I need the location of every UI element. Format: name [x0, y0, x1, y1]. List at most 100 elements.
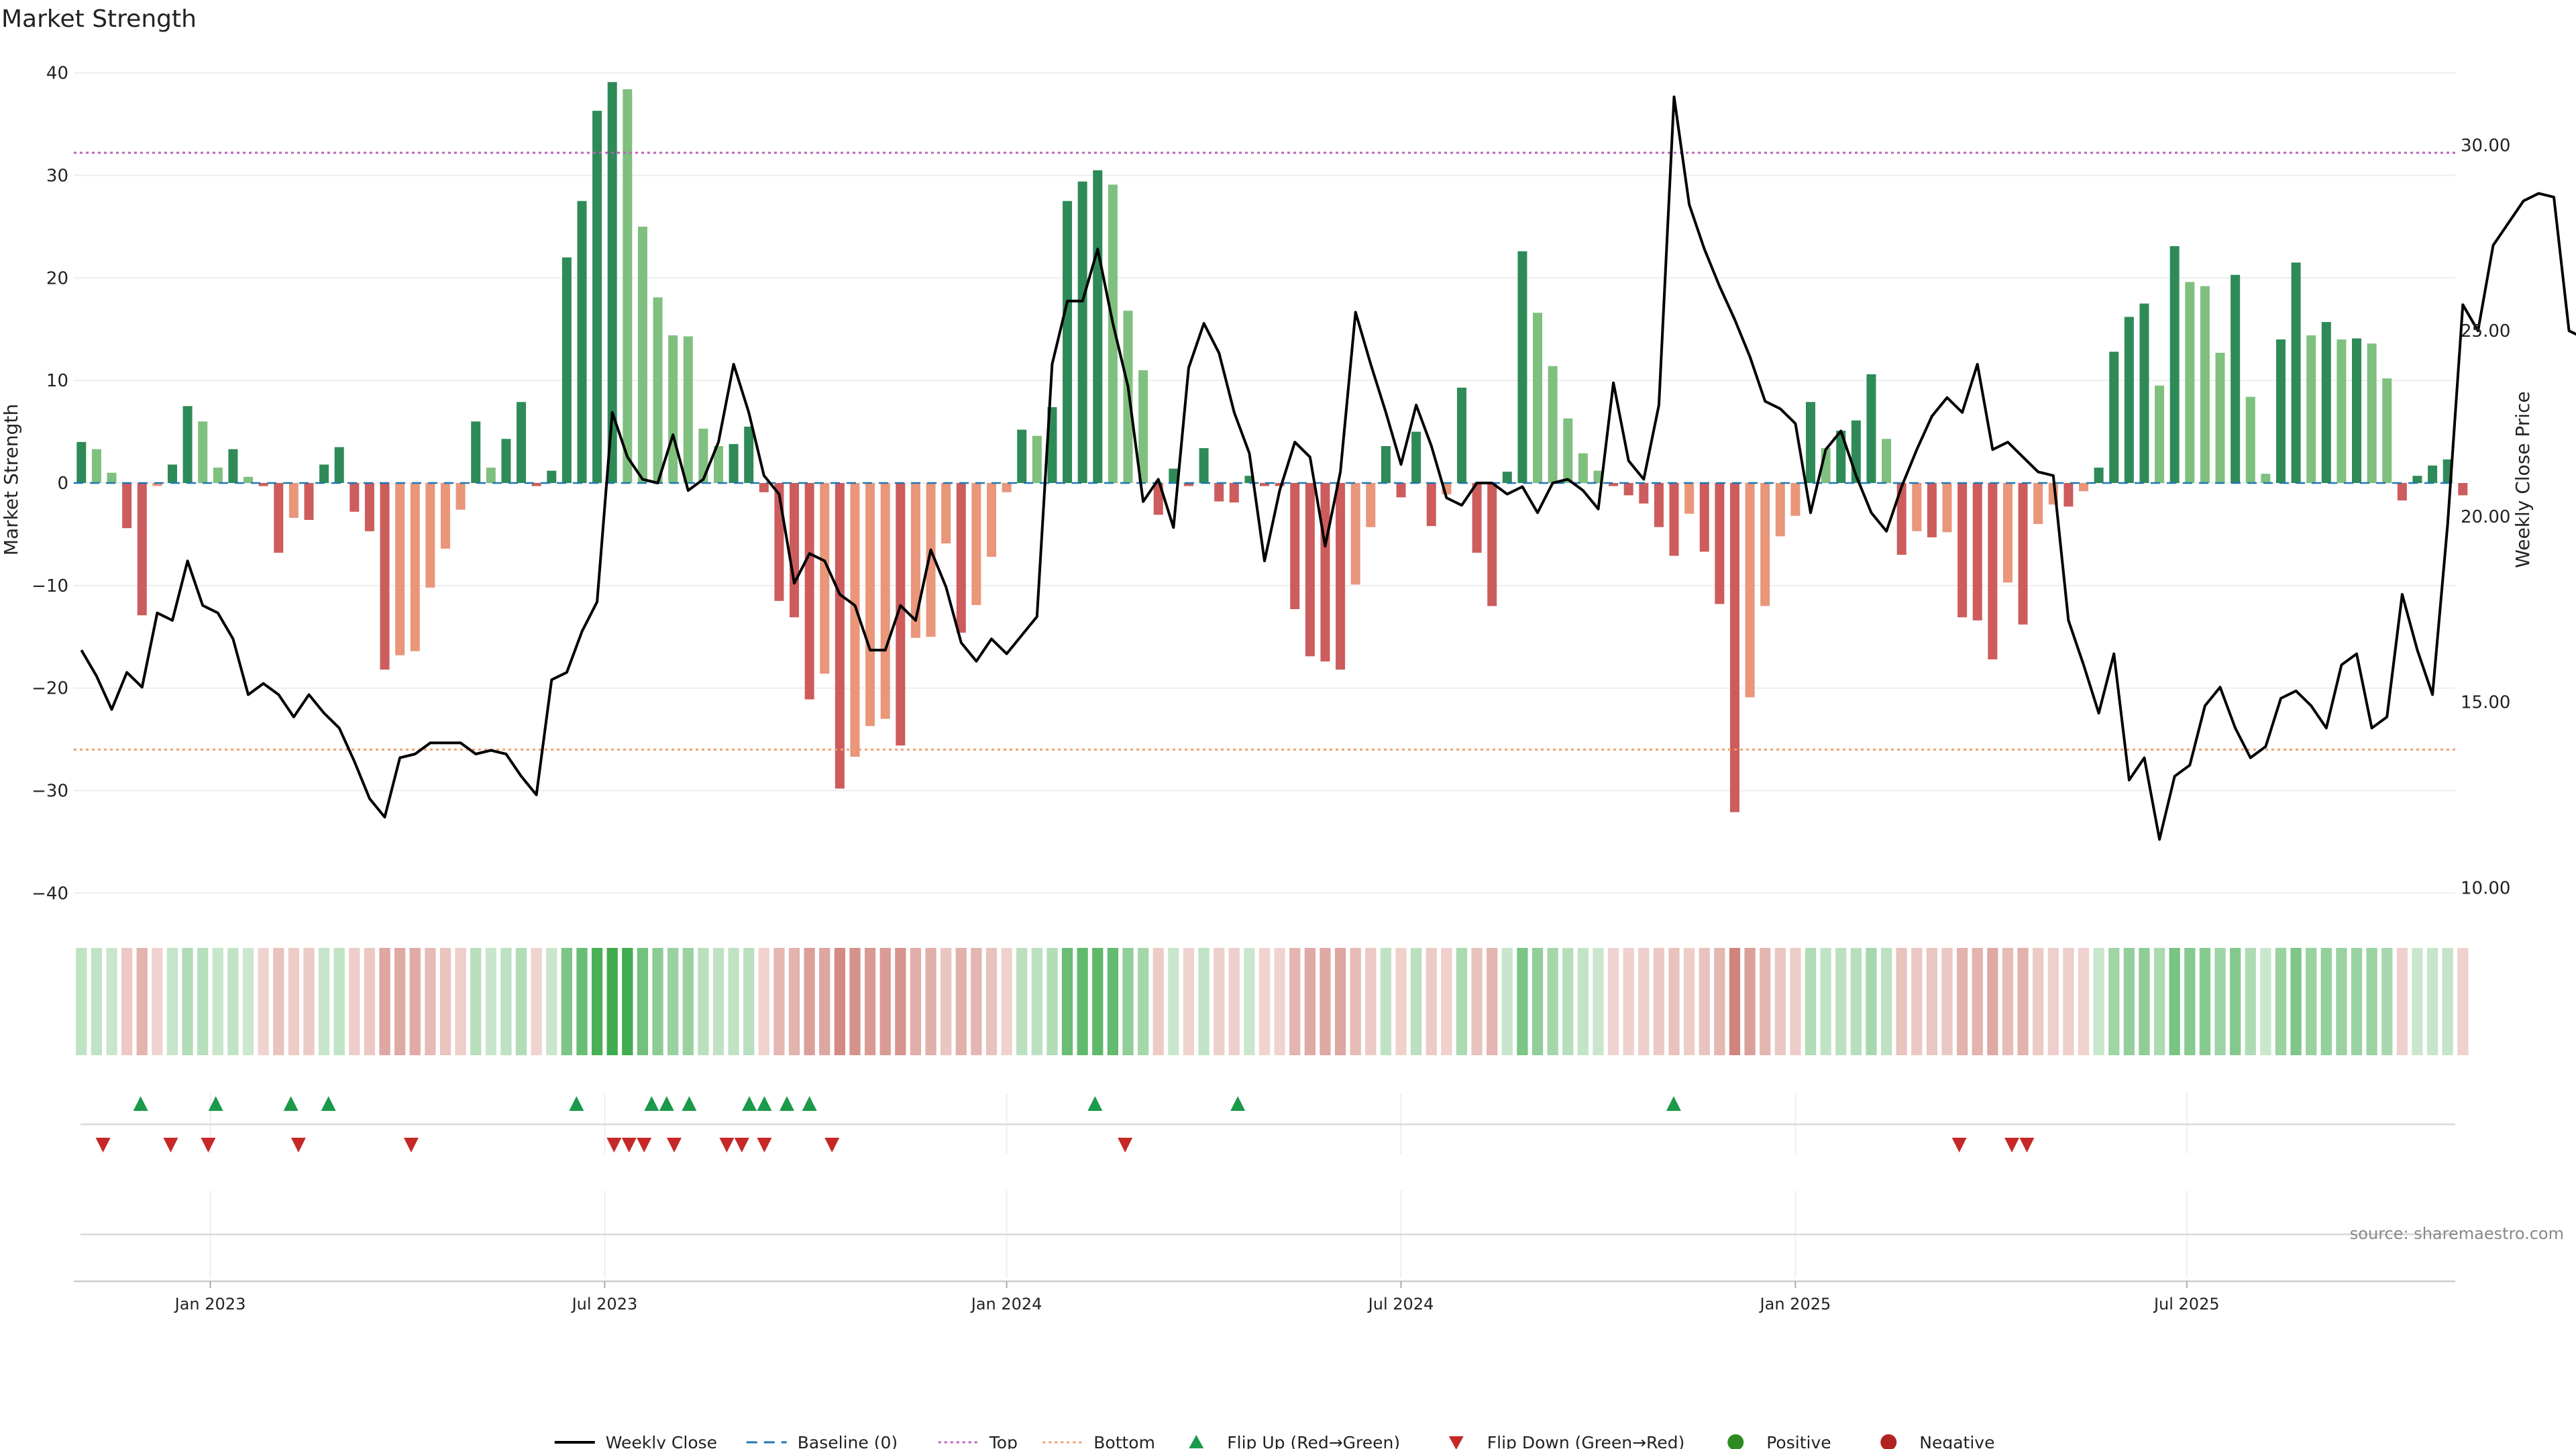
strength-bar	[1639, 483, 1649, 504]
source-note: source: sharemaestro.com	[2350, 1224, 2564, 1243]
legend-label: Top	[989, 1433, 1018, 1449]
flip-down-marker	[163, 1138, 178, 1152]
strength-bar	[880, 483, 890, 719]
strength-bar	[1957, 483, 1968, 618]
strength-bar	[1548, 366, 1558, 483]
strength-bar	[152, 483, 162, 486]
heat-cell	[2229, 948, 2241, 1055]
heat-cell	[303, 948, 315, 1055]
strength-bar	[1896, 483, 1907, 555]
flip-up-marker	[1230, 1096, 1246, 1111]
heat-cell	[1820, 948, 1831, 1055]
flip-down-marker	[2004, 1138, 2020, 1152]
y-axis-ticks: −40 −30 −20 −10 0 10 20 30 40	[32, 64, 68, 904]
strength-bar	[1063, 201, 1073, 483]
heat-cell	[1228, 948, 1240, 1055]
strength-bar	[1032, 435, 1042, 483]
strength-bar	[1623, 483, 1633, 496]
heat-cell	[1410, 948, 1422, 1055]
strength-bar	[91, 449, 101, 483]
strength-bar	[561, 257, 572, 483]
strength-bar	[2428, 466, 2438, 483]
heat-cell	[1001, 948, 1012, 1055]
strength-bar	[956, 483, 966, 633]
strength-bar	[2458, 483, 2468, 496]
heat-cell	[1258, 948, 1271, 1055]
heat-cell	[1760, 948, 1771, 1055]
heat-cell	[864, 948, 876, 1055]
strength-bar	[941, 483, 951, 544]
strength-bar	[1381, 445, 1391, 483]
strength-bar	[486, 468, 496, 483]
heat-cell	[1835, 948, 1847, 1055]
heat-cell	[1501, 948, 1513, 1055]
strength-bar	[2306, 335, 2316, 483]
strength-bar	[1077, 181, 1087, 483]
flip-down-marker	[637, 1138, 652, 1152]
y2-tick-label: 15.00	[2461, 693, 2510, 713]
strength-bar	[182, 406, 193, 483]
strength-bar	[1927, 483, 1937, 538]
flip-up-marker	[780, 1096, 795, 1111]
heat-cell	[622, 948, 633, 1055]
strength-bar	[1806, 402, 1816, 483]
strength-bar	[319, 464, 329, 483]
heat-cell	[288, 948, 300, 1055]
heat-cell	[470, 948, 482, 1055]
legend-label: Weekly Close	[606, 1433, 717, 1449]
heat-cell	[1774, 948, 1786, 1055]
strength-bar	[1275, 483, 1285, 486]
y-tick-label: 0	[57, 474, 68, 494]
heat-cell	[1790, 948, 1801, 1055]
strength-bar	[1320, 483, 1330, 661]
heat-cell	[985, 948, 998, 1055]
legend-label: Positive	[1766, 1433, 1831, 1449]
heat-cell	[1668, 948, 1680, 1055]
strength-bar	[2002, 483, 2012, 583]
flip-down-marker	[757, 1138, 772, 1152]
heat-cell	[1714, 948, 1725, 1055]
heat-cell	[2412, 948, 2423, 1055]
strength-bar	[258, 483, 268, 486]
heat-cell	[941, 948, 952, 1055]
flip-down-marker	[824, 1138, 840, 1152]
heat-cell	[1152, 948, 1164, 1055]
strength-bar	[1259, 483, 1270, 486]
legend-label: Negative	[1919, 1433, 1994, 1449]
heat-cell	[1289, 948, 1301, 1055]
strength-bar	[1988, 483, 1998, 659]
strength-bar	[137, 483, 147, 616]
strength-bar	[2018, 483, 2028, 625]
strength-bar	[1715, 483, 1725, 604]
heat-cell	[2381, 948, 2393, 1055]
heat-cell	[2108, 948, 2120, 1055]
heat-cell	[1365, 948, 1377, 1055]
heat-cell	[1214, 948, 1225, 1055]
heat-cell	[819, 948, 830, 1055]
heat-cell	[2214, 948, 2226, 1055]
strength-bar	[1305, 483, 1315, 657]
heat-cell	[106, 948, 117, 1055]
legend-swatch	[1727, 1434, 1744, 1449]
heat-cell	[455, 948, 466, 1055]
heat-cell	[1911, 948, 1923, 1055]
strength-bar	[2109, 352, 2119, 483]
heat-cell	[1350, 948, 1361, 1055]
strength-bar	[2367, 343, 2377, 483]
strength-bar	[1699, 483, 1709, 552]
heat-cell	[1593, 948, 1604, 1055]
strength-bar	[2185, 282, 2195, 483]
heat-cell	[1107, 948, 1119, 1055]
heat-cell	[1061, 948, 1073, 1055]
strength-bar	[850, 483, 860, 757]
heat-cell	[1729, 948, 1741, 1055]
heat-cell	[2290, 948, 2302, 1055]
heat-cell	[91, 948, 103, 1055]
strength-bar	[1532, 313, 1543, 483]
strength-bar	[2169, 246, 2180, 483]
strength-bar	[531, 483, 541, 486]
heat-cell	[2017, 948, 2029, 1055]
heat-cell	[895, 948, 906, 1055]
strength-bar	[76, 441, 87, 483]
heat-cell	[394, 948, 406, 1055]
